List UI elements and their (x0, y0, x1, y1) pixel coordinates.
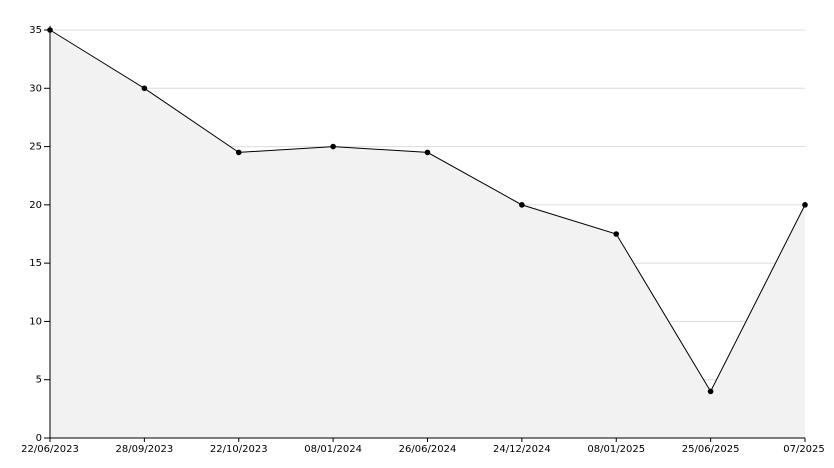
point (613, 231, 620, 237)
x-tick-label: 07/2025 (783, 444, 825, 455)
x-tick-label: 24/12/2024 (493, 444, 551, 455)
y-tick-label: 15 (29, 258, 42, 269)
x-tick-label: 25/06/2025 (682, 444, 740, 455)
x-tick-label: 28/09/2023 (116, 444, 174, 455)
x-tick-label: 08/01/2024 (304, 444, 362, 455)
x-tick-label: 22/06/2023 (21, 444, 79, 455)
y-tick-label: 0 (36, 433, 42, 444)
x-tick-label: 26/06/2024 (399, 444, 457, 455)
y-tick-label: 30 (29, 83, 42, 94)
x-tick-label: 08/01/2025 (587, 444, 645, 455)
y-tick-label: 5 (36, 375, 42, 386)
y-tick-label: 20 (29, 200, 42, 211)
point (141, 85, 148, 92)
point (235, 149, 242, 156)
y-tick-label: 10 (29, 316, 42, 327)
point (802, 202, 808, 208)
y-tick-label: 25 (29, 142, 42, 153)
x-tick-label: 22/10/2023 (210, 444, 268, 455)
point (330, 143, 336, 150)
y-tick-label: 35 (29, 25, 42, 36)
point (519, 202, 525, 208)
area-fill (50, 30, 805, 438)
point (424, 149, 431, 156)
point (707, 388, 714, 395)
